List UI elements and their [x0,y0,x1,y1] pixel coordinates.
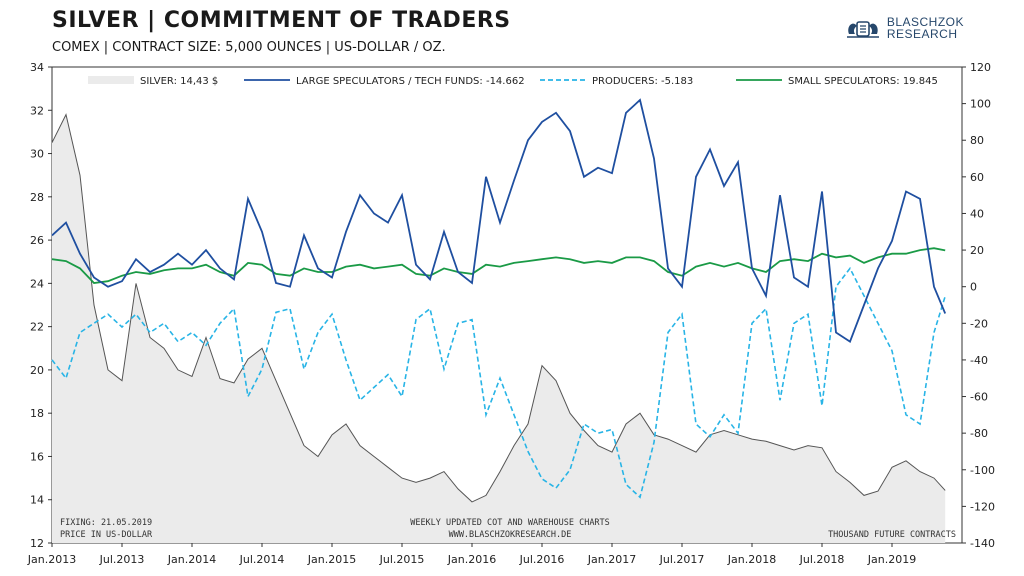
right-axis-tick-label: -20 [970,317,988,330]
right-axis-tick-label: 40 [970,207,984,220]
legend-swatch-silver [88,76,134,84]
left-axis-tick-label: 22 [30,321,44,334]
right-axis-tick-label: -100 [970,464,995,477]
left-axis-tick-label: 20 [30,364,44,377]
left-axis-tick-label: 34 [30,61,44,74]
chart-subtitle: COMEX | CONTRACT SIZE: 5,000 OUNCES | US… [52,40,446,55]
contracts-unit-note: THOUSAND FUTURE CONTRACTS [828,530,956,540]
x-axis-tick-label: Jul.2017 [659,553,705,566]
logo-line-1: BLASCHZOK [886,15,964,29]
logo-line-2: RESEARCH [886,27,958,41]
left-axis-tick-label: 24 [30,277,44,290]
legend-label-producers: PRODUCERS: -5.183 [592,76,693,87]
right-axis-tick-label: -60 [970,391,988,404]
silver-price-line [51,113,946,503]
x-axis-tick-label: Jan.2014 [167,553,216,566]
left-axis-tick-label: 26 [30,234,44,247]
x-axis-tick-label: Jul.2016 [519,553,565,566]
legend-label-small: SMALL SPECULATORS: 19.845 [788,76,938,87]
left-axis-tick-label: 32 [30,104,44,117]
left-axis-tick-label: 30 [30,148,44,161]
left-axis-tick-label: 28 [30,191,44,204]
right-axis-tick-label: 100 [970,98,991,111]
x-axis-tick-label: Jan.2015 [307,553,356,566]
x-axis-tick-label: Jul.2018 [799,553,845,566]
x-axis-tick-label: Jul.2014 [239,553,285,566]
brand-logo: BLASCHZOK RESEARCH [845,16,964,40]
x-axis-tick-label: Jan.2019 [867,553,916,566]
right-axis-tick-label: 80 [970,134,984,147]
fixing-note: FIXING: 21.05.2019 [60,518,152,528]
right-axis-tick-label: 20 [970,244,984,257]
x-axis-tick-label: Jan.2018 [727,553,776,566]
right-axis-tick-label: -120 [970,500,995,513]
right-axis-tick-label: 120 [970,61,991,74]
left-axis-tick-label: 16 [30,450,44,463]
legend-label-large: LARGE SPECULATORS / TECH FUNDS: -14.662 [296,76,525,87]
x-axis-tick-label: Jan.2016 [447,553,496,566]
chart-title: SILVER | COMMITMENT OF TRADERS [52,8,511,33]
x-axis-tick-label: Jan.2013 [27,553,76,566]
right-axis-tick-label: -80 [970,427,988,440]
x-axis-tick-label: Jul.2015 [379,553,425,566]
price-unit-note: PRICE IN US-DOLLAR [60,530,153,540]
right-axis-tick-label: 0 [970,281,977,294]
x-axis-tick-label: Jul.2013 [99,553,145,566]
large-speculators-line [51,98,947,343]
right-axis-tick-label: -40 [970,354,988,367]
left-axis-tick-label: 18 [30,407,44,420]
right-axis-tick-label: -140 [970,537,995,550]
producers-line [51,266,946,499]
x-axis-tick-label: Jan.2017 [587,553,636,566]
small-speculators-line [51,247,946,284]
blaschzok-seal-icon [846,21,879,38]
legend-label-silver: SILVER: 14,43 $ [140,76,218,87]
right-axis-tick-label: 60 [970,171,984,184]
left-axis-tick-label: 12 [30,537,44,550]
left-axis-tick-label: 14 [30,494,44,507]
website-note: WWW.BLASCHZOKRESEARCH.DE [449,530,572,540]
weekly-charts-note: WEEKLY UPDATED COT AND WAREHOUSE CHARTS [410,518,610,528]
silver-price-area [52,114,946,543]
